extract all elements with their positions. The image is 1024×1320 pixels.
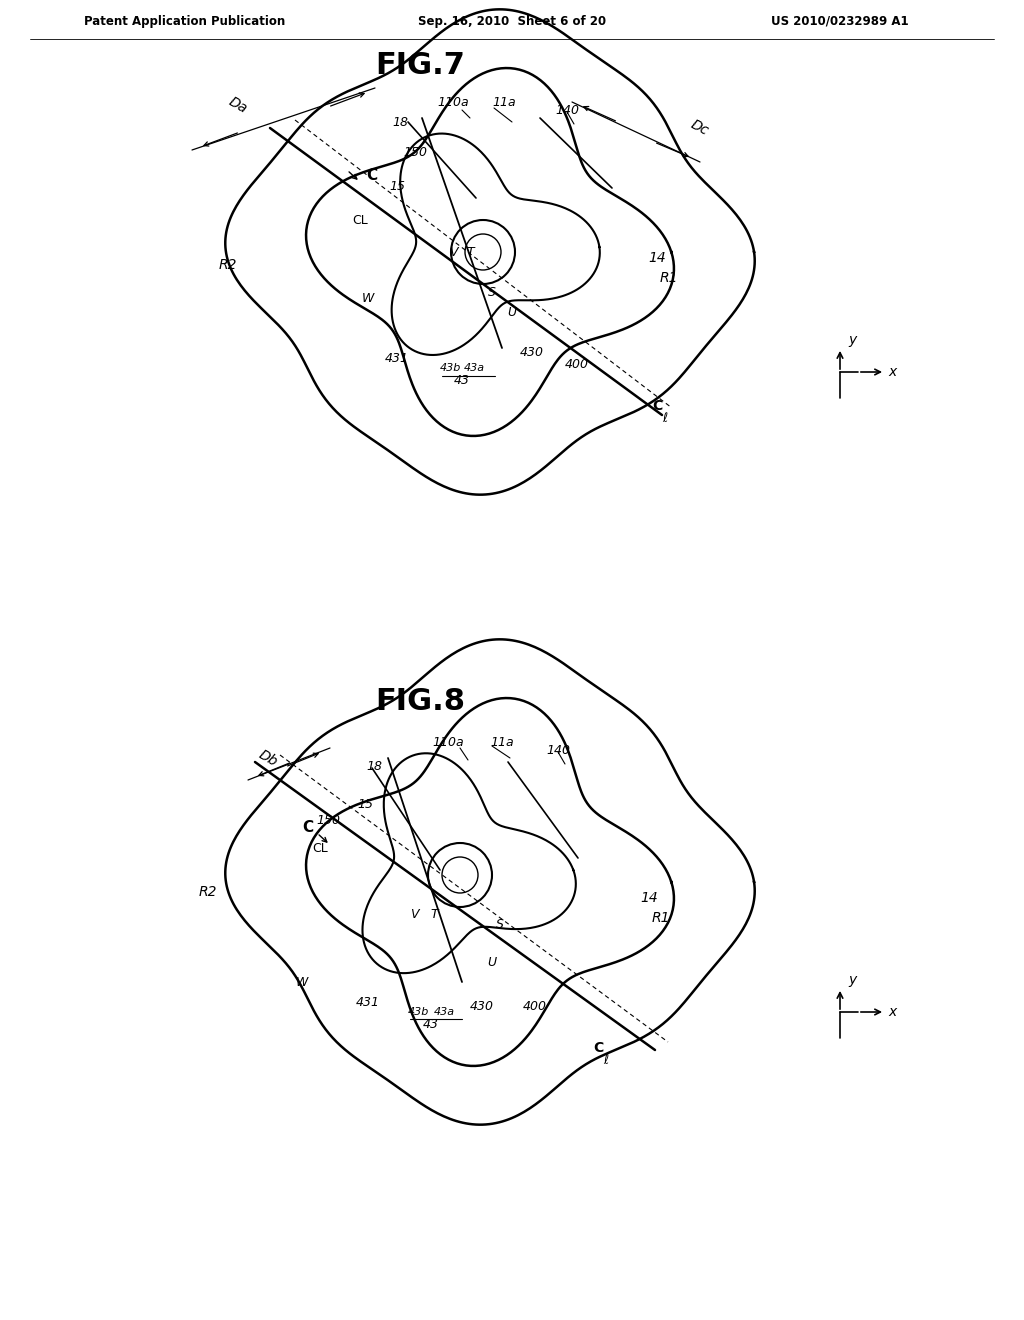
Text: Patent Application Publication: Patent Application Publication — [84, 15, 286, 28]
Text: 43a: 43a — [433, 1007, 455, 1016]
Text: U: U — [487, 956, 497, 969]
Text: 18: 18 — [392, 116, 408, 128]
Text: Sep. 16, 2010  Sheet 6 of 20: Sep. 16, 2010 Sheet 6 of 20 — [418, 15, 606, 28]
Text: 110a: 110a — [437, 95, 469, 108]
Text: 431: 431 — [356, 995, 380, 1008]
Text: 43b: 43b — [439, 363, 461, 374]
Text: R2: R2 — [219, 257, 238, 272]
Text: 150: 150 — [316, 813, 340, 826]
Text: 18: 18 — [366, 759, 382, 772]
Text: 400: 400 — [565, 359, 589, 371]
Text: CL: CL — [312, 842, 328, 854]
Text: 400: 400 — [523, 1001, 547, 1014]
Text: Db: Db — [256, 747, 280, 770]
Text: Da: Da — [226, 94, 250, 116]
Text: 15: 15 — [389, 181, 406, 194]
Text: R1: R1 — [660, 271, 679, 285]
Text: x: x — [888, 366, 896, 379]
Text: US 2010/0232989 A1: US 2010/0232989 A1 — [771, 15, 909, 28]
Text: 43a: 43a — [464, 363, 484, 374]
Text: 11a: 11a — [490, 735, 514, 748]
Text: 43b: 43b — [408, 1007, 429, 1016]
Text: C: C — [367, 168, 378, 182]
Text: 43: 43 — [423, 1019, 439, 1031]
Text: y: y — [848, 973, 856, 987]
Text: 14: 14 — [648, 251, 666, 265]
Text: 150: 150 — [403, 145, 427, 158]
Text: 431: 431 — [385, 351, 409, 364]
Text: R1: R1 — [652, 911, 671, 925]
Text: T: T — [430, 908, 438, 921]
Text: 430: 430 — [520, 346, 544, 359]
Text: W: W — [361, 292, 374, 305]
Text: 14: 14 — [640, 891, 657, 906]
Text: ℓ: ℓ — [663, 412, 668, 425]
Text: 11a: 11a — [492, 95, 516, 108]
Text: V: V — [449, 246, 458, 259]
Text: C: C — [593, 1041, 603, 1055]
Text: 140: 140 — [555, 103, 579, 116]
Text: FIG.7: FIG.7 — [375, 50, 465, 79]
Text: C: C — [652, 399, 663, 413]
Text: 15: 15 — [357, 799, 373, 812]
Text: V: V — [410, 908, 418, 921]
Text: FIG.8: FIG.8 — [375, 688, 465, 717]
Text: 43: 43 — [454, 375, 470, 388]
Text: S: S — [488, 285, 496, 298]
Text: 140: 140 — [546, 743, 570, 756]
Text: S: S — [496, 919, 504, 932]
Text: U: U — [508, 305, 516, 318]
Text: ℓ: ℓ — [603, 1053, 608, 1067]
Text: Dc: Dc — [689, 117, 712, 139]
Text: 430: 430 — [470, 1001, 494, 1014]
Text: R2: R2 — [199, 884, 217, 899]
Text: y: y — [848, 333, 856, 347]
Text: x: x — [888, 1005, 896, 1019]
Text: W: W — [296, 975, 308, 989]
Text: CL: CL — [352, 214, 368, 227]
Text: C: C — [302, 820, 313, 834]
Text: T: T — [466, 246, 474, 259]
Text: 110a: 110a — [432, 735, 464, 748]
